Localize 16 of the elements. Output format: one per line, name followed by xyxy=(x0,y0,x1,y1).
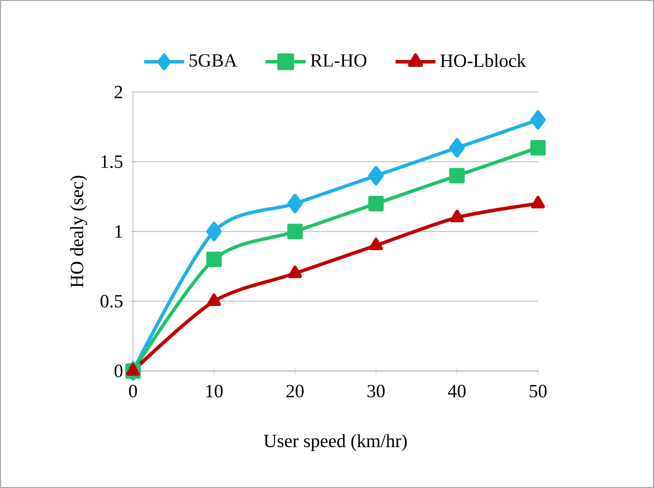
x-tick-label: 0 xyxy=(129,384,137,398)
y-tick-label: 0.5 xyxy=(100,294,122,308)
x-tick-label: 30 xyxy=(368,384,385,398)
x-axis-title: User speed (km/hr) xyxy=(264,434,407,452)
legend-label: RL-HO xyxy=(310,54,366,67)
y-tick-label: 0 xyxy=(114,364,122,378)
legend-label: 5GBA xyxy=(190,54,238,67)
x-tick-label: 40 xyxy=(448,384,466,398)
x-tick-label: 20 xyxy=(286,384,304,398)
x-tick-label: 50 xyxy=(530,384,547,398)
y-tick-label: 2 xyxy=(114,86,122,98)
x-tick-label: 10 xyxy=(206,384,223,398)
y-tick-label: 1.5 xyxy=(101,155,122,168)
y-tick-label: 1 xyxy=(115,225,122,238)
y-axis-title: HO dealy (sec) xyxy=(70,176,88,288)
legend-label: HO-Lblock xyxy=(440,54,526,68)
